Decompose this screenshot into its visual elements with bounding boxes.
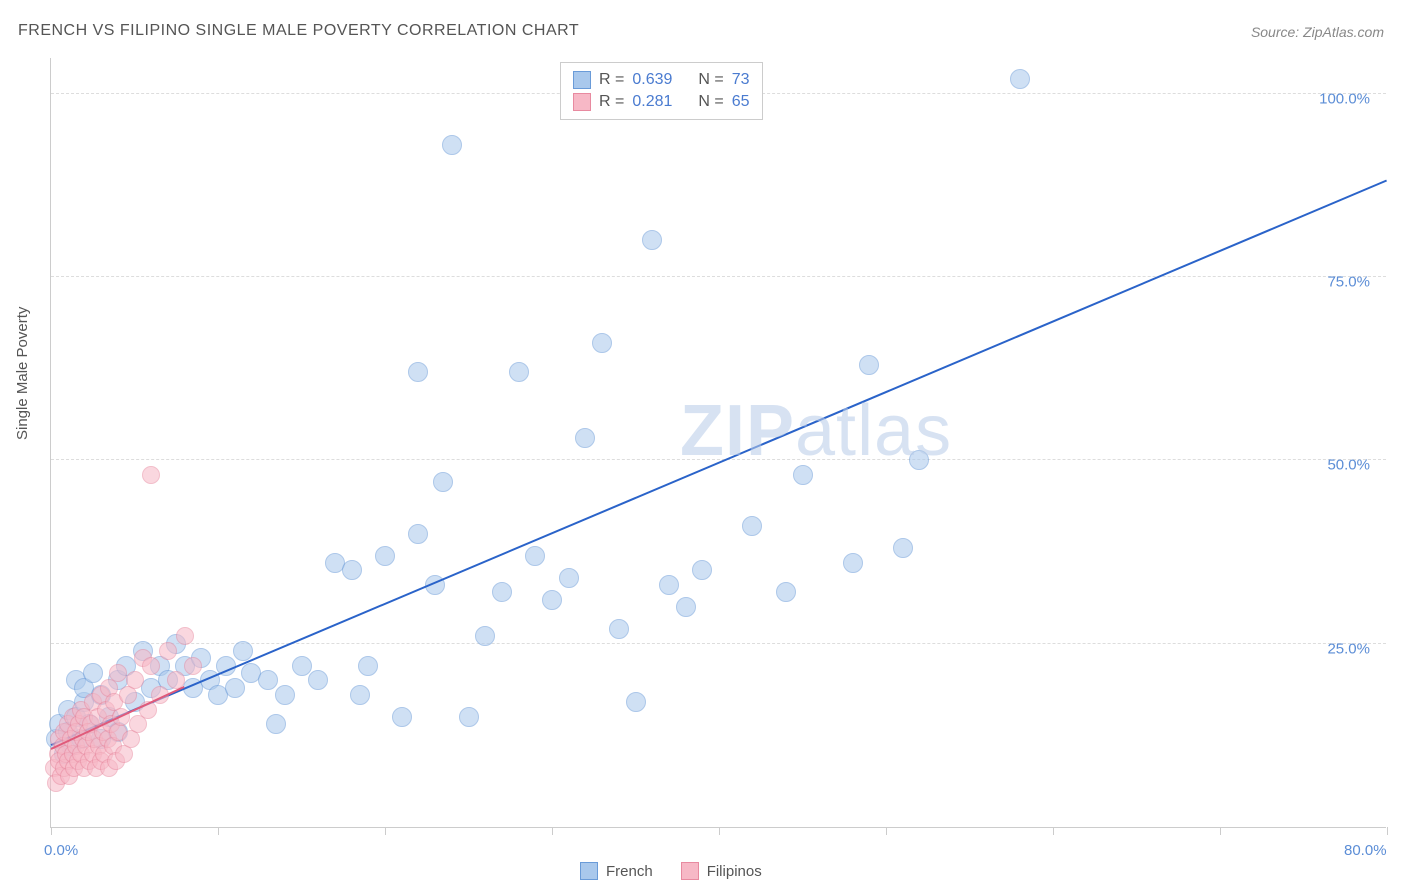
scatter-point [109, 664, 127, 682]
gridline [51, 643, 1386, 644]
scatter-point [692, 560, 712, 580]
scatter-point [225, 678, 245, 698]
scatter-point [893, 538, 913, 558]
scatter-point [258, 670, 278, 690]
scatter-point [776, 582, 796, 602]
scatter-point [676, 597, 696, 617]
x-tick-label: 80.0% [1344, 842, 1387, 859]
scatter-point [184, 657, 202, 675]
legend-stat-row: R = 0.639 N = 73 [573, 69, 750, 91]
scatter-point [909, 450, 929, 470]
scatter-point [459, 707, 479, 727]
scatter-point [742, 516, 762, 536]
legend-item: Filipinos [681, 862, 762, 880]
legend-label: Filipinos [707, 863, 762, 880]
x-tick [51, 827, 52, 835]
scatter-point [350, 685, 370, 705]
legend-series: French Filipinos [580, 862, 762, 880]
legend-stat-row: R = 0.281 N = 65 [573, 91, 750, 113]
scatter-point [342, 560, 362, 580]
x-tick [1220, 827, 1221, 835]
legend-label: French [606, 863, 653, 880]
scatter-point [176, 627, 194, 645]
scatter-point [433, 472, 453, 492]
scatter-point [233, 641, 253, 661]
y-tick-label: 75.0% [1327, 274, 1370, 291]
n-label: N = [698, 71, 723, 89]
scatter-point [159, 642, 177, 660]
r-label: R = [599, 71, 624, 89]
scatter-point [859, 355, 879, 375]
scatter-point [525, 546, 545, 566]
scatter-point [843, 553, 863, 573]
y-tick-label: 100.0% [1319, 90, 1370, 107]
source-label: Source: ZipAtlas.com [1251, 24, 1384, 40]
y-axis-label: Single Male Poverty [14, 307, 31, 440]
legend-swatch [573, 71, 591, 89]
scatter-point [292, 656, 312, 676]
scatter-point [642, 230, 662, 250]
scatter-point [308, 670, 328, 690]
n-value: 65 [732, 93, 750, 111]
chart-plot-area: 25.0% 50.0% 75.0% 100.0% [50, 58, 1386, 828]
y-tick-label: 25.0% [1327, 640, 1370, 657]
scatter-point [266, 714, 286, 734]
scatter-point [475, 626, 495, 646]
scatter-point [275, 685, 295, 705]
scatter-point [358, 656, 378, 676]
legend-stats: R = 0.639 N = 73 R = 0.281 N = 65 [560, 62, 763, 120]
x-tick [1053, 827, 1054, 835]
x-tick [719, 827, 720, 835]
trendline [51, 180, 1388, 747]
legend-swatch [580, 862, 598, 880]
scatter-point [609, 619, 629, 639]
chart-title: FRENCH VS FILIPINO SINGLE MALE POVERTY C… [18, 22, 579, 40]
scatter-point [408, 362, 428, 382]
r-label: R = [599, 93, 624, 111]
x-tick [552, 827, 553, 835]
scatter-point [375, 546, 395, 566]
scatter-point [392, 707, 412, 727]
scatter-point [659, 575, 679, 595]
scatter-point [509, 362, 529, 382]
gridline [51, 459, 1386, 460]
scatter-point [542, 590, 562, 610]
r-value: 0.281 [632, 93, 672, 111]
scatter-point [559, 568, 579, 588]
gridline [51, 276, 1386, 277]
scatter-point [626, 692, 646, 712]
n-label: N = [698, 93, 723, 111]
x-tick [886, 827, 887, 835]
scatter-point [126, 671, 144, 689]
x-tick-label: 0.0% [44, 842, 78, 859]
r-value: 0.639 [632, 71, 672, 89]
y-tick-label: 50.0% [1327, 457, 1370, 474]
scatter-point [592, 333, 612, 353]
x-tick [1387, 827, 1388, 835]
scatter-point [142, 466, 160, 484]
x-tick [218, 827, 219, 835]
scatter-point [442, 135, 462, 155]
scatter-point [142, 657, 160, 675]
legend-swatch [681, 862, 699, 880]
scatter-point [83, 663, 103, 683]
scatter-point [575, 428, 595, 448]
scatter-point [793, 465, 813, 485]
x-tick [385, 827, 386, 835]
legend-swatch [573, 93, 591, 111]
n-value: 73 [732, 71, 750, 89]
scatter-point [1010, 69, 1030, 89]
scatter-point [492, 582, 512, 602]
legend-item: French [580, 862, 653, 880]
scatter-point [408, 524, 428, 544]
